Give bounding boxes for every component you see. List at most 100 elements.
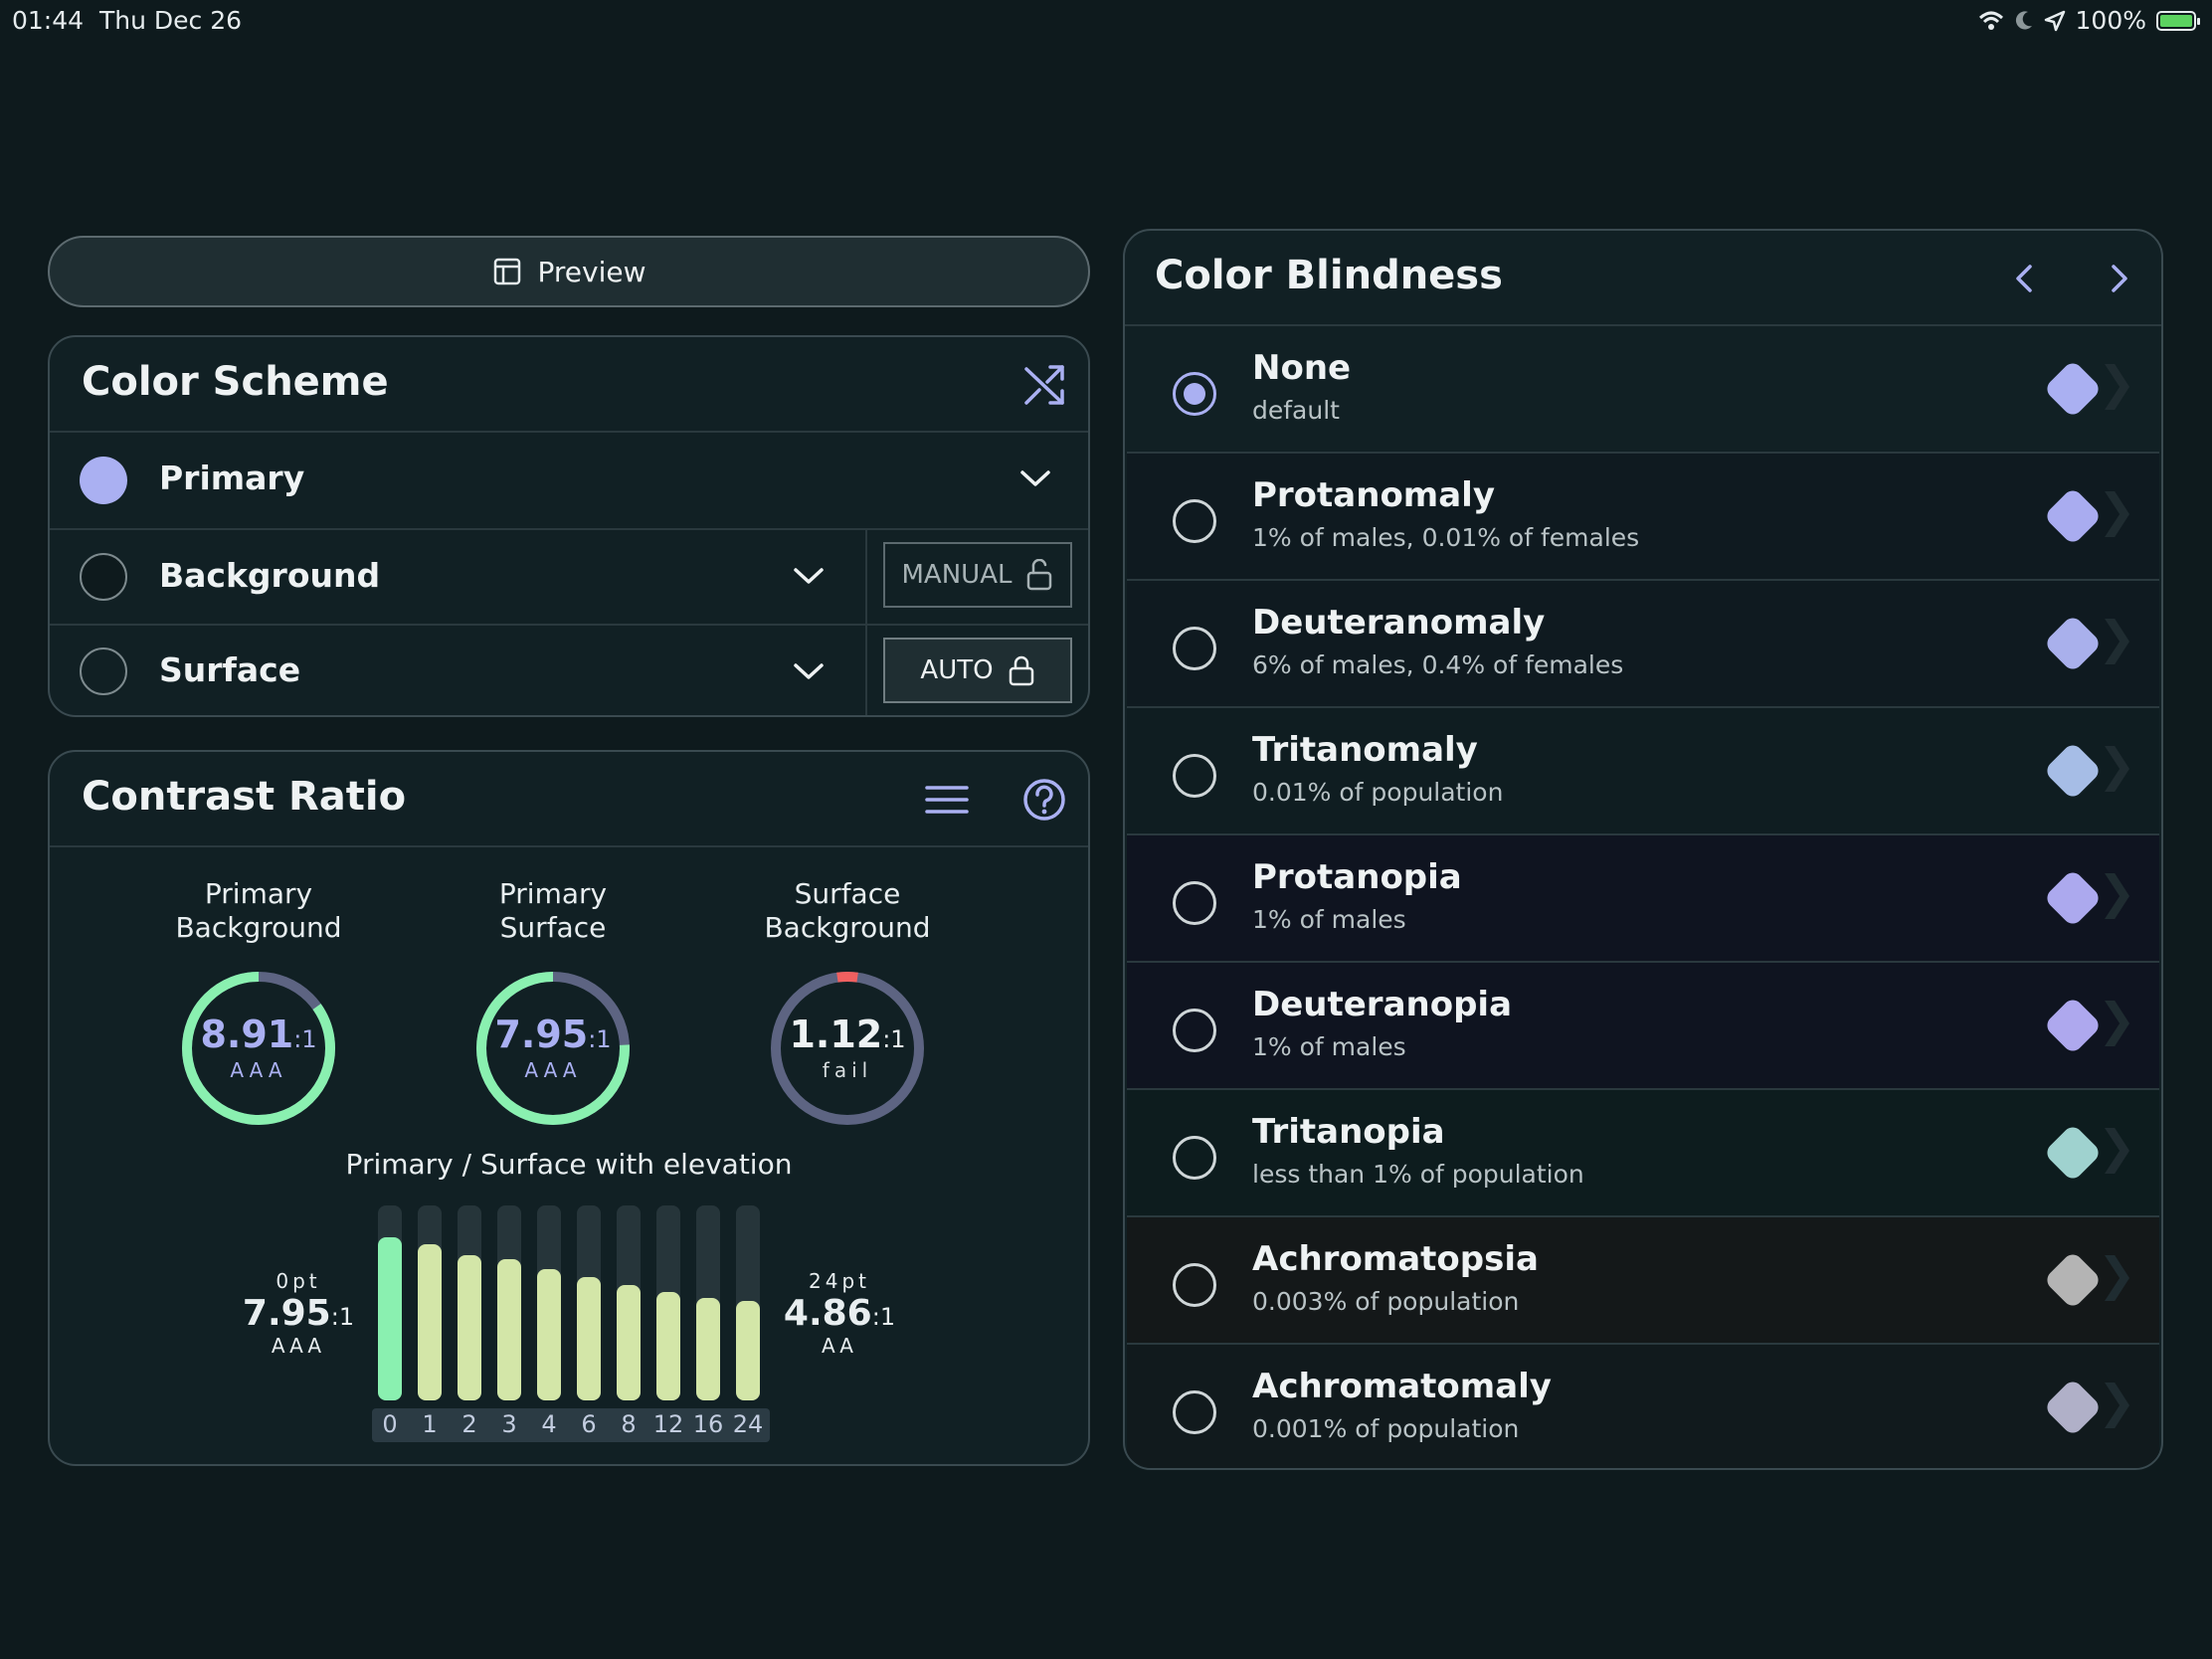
swatch-diamond-icon [2043,996,2103,1055]
elevation-bar-fill [458,1255,481,1400]
color-blindness-item[interactable]: Deuteranomaly 6% of males, 0.4% of female… [1127,581,2159,708]
scheme-row-surface[interactable]: Surface [50,626,865,715]
status-right: 100% [1978,6,2200,35]
tick-strip [372,1408,770,1442]
chevron-down-icon[interactable] [792,564,826,588]
radio-icon[interactable] [1173,1390,1216,1434]
chevron-right-icon[interactable] [2106,261,2133,296]
contrast-ring [476,972,630,1125]
ring-title-line2: Background [764,911,931,944]
ring-title-line1: Surface [794,877,901,910]
elevation-tick: 24 [732,1410,764,1438]
chevron-down-icon[interactable] [792,659,826,683]
swatch-diamond-icon [2043,868,2103,928]
elevation-left: 0pt 7.95:1 AAA [239,1269,358,1358]
radio-icon[interactable] [1173,1263,1216,1307]
color-blindness-desc: 0.001% of population [1252,1414,1520,1443]
elevation-bar [736,1205,760,1400]
color-blindness-item[interactable]: Achromatomaly 0.001% of population ❯ [1127,1345,2159,1468]
background-mode-button[interactable]: MANUAL [883,542,1072,608]
swatch-diamond-icon [2043,486,2103,546]
elevation-bar-fill [537,1269,561,1400]
color-blindness-item[interactable]: Protanopia 1% of males ❯ [1127,835,2159,963]
surface-mode-label: AUTO [920,655,994,685]
color-blindness-desc: 0.01% of population [1252,778,1504,807]
color-blindness-desc: 1% of males, 0.01% of females [1252,523,1640,552]
contrast-ring [771,972,924,1125]
swatch-shadow-icon: ❯ [2098,993,2136,1046]
color-blindness-item[interactable]: Deuteranopia 1% of males ❯ [1127,963,2159,1090]
ring-progress [476,972,630,1125]
ring-progress [182,972,335,1125]
preview-label: Preview [537,255,646,288]
swatch-shadow-icon: ❯ [2098,738,2136,792]
elevation-tick: 3 [501,1410,517,1438]
chevron-left-icon[interactable] [2010,261,2038,296]
scheme-row-primary[interactable]: Primary [50,433,1088,528]
elevation-bar-fill [617,1285,641,1400]
chevron-down-icon[interactable] [1018,466,1052,490]
elevation-bar [617,1205,641,1400]
elevation-bar [537,1205,561,1400]
color-blindness-item[interactable]: None default ❯ [1127,326,2159,454]
color-blindness-name: Tritanomaly [1252,730,1478,770]
status-time: 01:44 [12,6,85,35]
swatch-shadow-icon: ❯ [2098,1375,2136,1428]
color-blindness-name: Tritanopia [1252,1112,1445,1152]
contrast-ring [182,972,335,1125]
preview-button[interactable]: Preview [48,236,1090,307]
surface-mode-button[interactable]: AUTO [883,638,1072,703]
ring-value: 1.12:1 fail [748,1013,947,1082]
menu-icon[interactable] [925,782,969,818]
color-blindness-card: Color Blindness None default ❯ Protanomaly 1… [1123,229,2163,1470]
unlock-icon [1027,559,1052,591]
color-blindness-name: Protanopia [1252,857,1462,897]
scheme-row-background[interactable]: Background [50,530,865,624]
radio-selected-icon[interactable] [1173,372,1216,416]
elevation-tick: 1 [422,1410,438,1438]
elevation-bar-fill [656,1292,680,1400]
radio-icon[interactable] [1173,754,1216,798]
help-icon[interactable] [1022,778,1066,822]
wifi-icon [1978,11,2003,30]
elevation-bar [656,1205,680,1400]
ring-suffix: :1 [882,1025,906,1053]
swatch-diamond-icon [2043,1123,2103,1183]
radio-icon[interactable] [1173,627,1216,670]
elevation-title: Primary / Surface with elevation [345,1148,793,1181]
color-blindness-title: Color Blindness [1155,253,1503,298]
color-scheme-card: Color Scheme Primary Background MANUAL S [48,335,1090,717]
color-blindness-item[interactable]: Tritanopia less than 1% of population ❯ [1127,1090,2159,1217]
elevation-bar-fill [696,1298,720,1400]
radio-icon[interactable] [1173,1136,1216,1180]
color-blindness-name: Protanomaly [1252,475,1495,515]
color-blindness-desc: less than 1% of population [1252,1160,1584,1189]
radio-icon[interactable] [1173,499,1216,543]
elevation-bar [458,1205,481,1400]
location-icon [2044,10,2065,31]
ring-value: 7.95:1 AAA [454,1013,652,1082]
color-blindness-item[interactable]: Achromatopsia 0.003% of population ❯ [1127,1217,2159,1345]
primary-swatch [80,457,127,504]
color-blindness-item[interactable]: Tritanomaly 0.01% of population ❯ [1127,708,2159,835]
shuffle-icon[interactable] [1022,363,1066,407]
elevation-bar [497,1205,521,1400]
swatch-diamond-icon [2043,359,2103,419]
elevation-left-value: 7.95 [242,1293,331,1334]
swatch-shadow-icon: ❯ [2098,1120,2136,1174]
color-scheme-title: Color Scheme [82,359,389,405]
swatch-shadow-icon: ❯ [2098,1247,2136,1301]
battery-percent: 100% [2075,6,2146,35]
radio-icon[interactable] [1173,1009,1216,1052]
elevation-tick: 12 [652,1410,684,1438]
color-blindness-item[interactable]: Protanomaly 1% of males, 0.01% of females… [1127,454,2159,581]
swatch-diamond-icon [2043,1250,2103,1310]
color-blindness-desc: 0.003% of population [1252,1287,1520,1316]
ring-level: fail [822,1058,873,1082]
status-date: Thu Dec 26 [99,6,243,35]
swatch-shadow-icon: ❯ [2098,356,2136,410]
elevation-bar-fill [497,1259,521,1400]
ring-title: Primary Surface [434,877,672,945]
color-blindness-name: Achromatomaly [1252,1367,1552,1406]
radio-icon[interactable] [1173,881,1216,925]
